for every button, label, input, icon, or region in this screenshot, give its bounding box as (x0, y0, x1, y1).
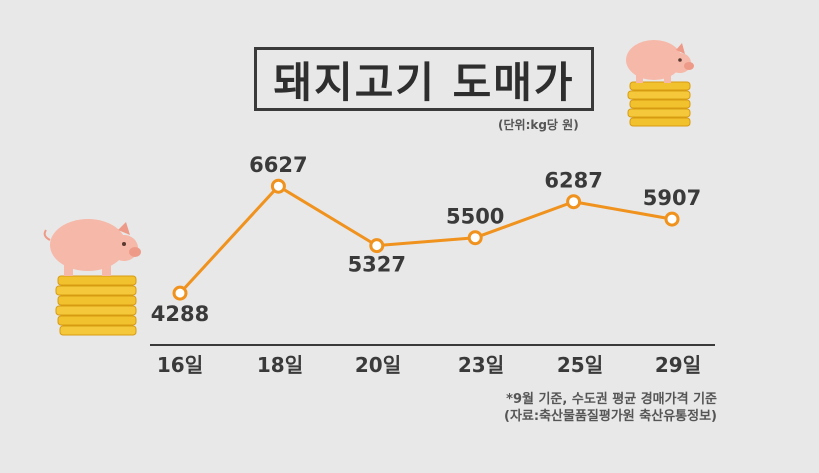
title-box: 돼지고기 도매가 (254, 47, 594, 111)
data-point-3 (369, 238, 385, 254)
data-label-3: 5327 (348, 253, 406, 277)
chart-title: 돼지고기 도매가 (273, 57, 575, 107)
pig-icon (43, 219, 141, 276)
data-point-1 (172, 285, 188, 301)
data-point-6 (664, 211, 680, 227)
x-tick-label-3: 20일 (355, 353, 401, 377)
data-label-4: 5500 (446, 205, 504, 229)
pig-icon-small (626, 40, 694, 83)
data-point-4 (467, 230, 483, 246)
footnote-basis: *9월 기준, 수도권 평균 경매가격 기준 (506, 392, 717, 407)
pig-on-coins-illustration-small (626, 40, 694, 127)
coin-stack-small (627, 81, 691, 127)
coin-stack (55, 275, 137, 336)
data-label-2: 6627 (249, 153, 307, 177)
series-line (178, 184, 673, 295)
data-label-6: 5907 (643, 186, 701, 210)
x-tick-label-4: 23일 (458, 353, 504, 377)
data-label-1: 4288 (151, 302, 209, 326)
data-point-5 (566, 194, 582, 210)
unit-label: (단위:kg당 원) (498, 118, 579, 132)
pig-on-coins-illustration (43, 219, 141, 336)
x-tick-label-6: 29일 (655, 353, 701, 377)
x-tick-label-2: 18일 (257, 353, 303, 377)
x-tick-label-1: 16일 (157, 353, 203, 377)
footnote-source: (자료:축산물품질평가원 축산유통정보) (504, 409, 717, 424)
x-tick-label-5: 25일 (557, 353, 603, 377)
data-point-2 (270, 178, 286, 194)
data-label-5: 6287 (544, 169, 602, 193)
